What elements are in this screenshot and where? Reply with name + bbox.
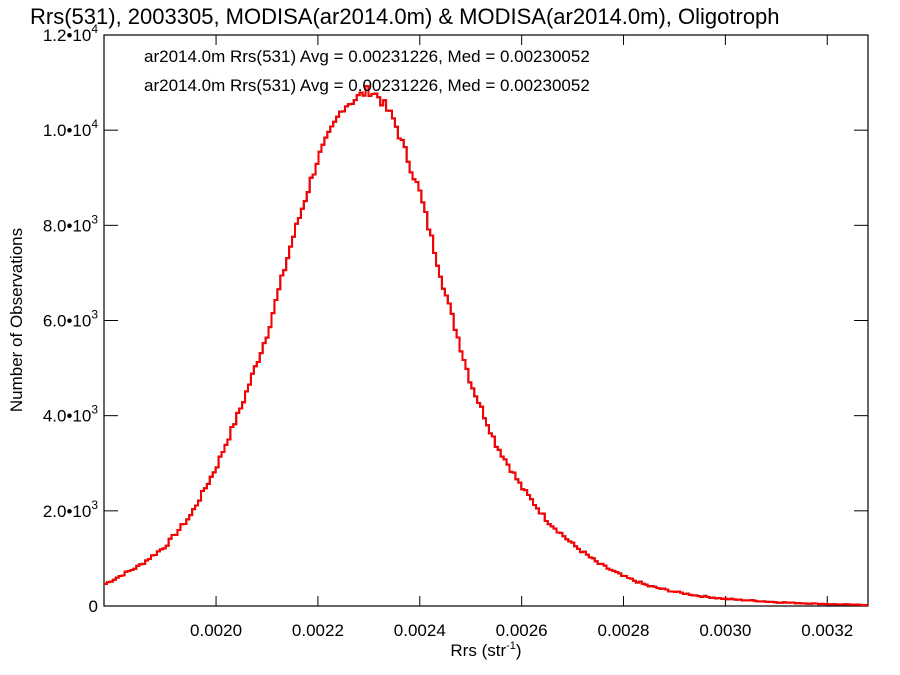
y-tick-base: 6.0•10 (43, 312, 92, 331)
x-tick-label: 0.0020 (190, 621, 242, 640)
y-tick-label: 1.2•104 (43, 22, 99, 45)
y-tick-label: 4.0•103 (43, 403, 99, 426)
series-line-1 (104, 85, 868, 607)
legend: ar2014.0m Rrs(531) Avg = 0.00231226, Med… (144, 47, 590, 95)
x-axis-ticks: 0.0020 0.0022 0.0024 0.0026 0.0028 0.0030 0.00… (190, 35, 853, 640)
y-tick-exponent: 3 (91, 498, 98, 512)
plot-frame (103, 34, 869, 607)
y-tick-label: 0 (89, 597, 98, 616)
y-tick-base: 0 (89, 597, 98, 616)
y-tick-base: 1.2•10 (43, 26, 92, 45)
x-tick-label: 0.0032 (801, 621, 853, 640)
y-tick-label: 1.0•104 (43, 117, 99, 140)
y-tick-exponent: 4 (91, 22, 98, 36)
y-tick-exponent: 3 (91, 212, 98, 226)
chart-title: Rrs(531), 2003305, MODISA(ar2014.0m) & M… (30, 4, 780, 29)
y-tick-exponent: 4 (91, 117, 98, 131)
y-tick-exponent: 3 (91, 308, 98, 322)
x-tick-label: 0.0024 (394, 621, 446, 640)
y-tick-base: 4.0•10 (43, 407, 92, 426)
x-axis-label: Rrs (str-1) (450, 640, 521, 660)
y-tick-base: 8.0•10 (43, 216, 92, 235)
y-tick-base: 1.0•10 (43, 121, 92, 140)
y-tick-exponent: 3 (91, 403, 98, 417)
x-tick-label: 0.0026 (496, 621, 548, 640)
y-tick-label: 2.0•103 (43, 498, 99, 521)
x-tick-label: 0.0030 (699, 621, 751, 640)
series-line-0 (104, 85, 868, 607)
legend-entry-black: ar2014.0m Rrs(531) Avg = 0.00231226, Med… (144, 47, 590, 66)
legend-entry-red: ar2014.0m Rrs(531) Avg = 0.00231226, Med… (144, 76, 590, 95)
y-tick-base: 2.0•10 (43, 502, 92, 521)
y-axis-ticks: 02.0•1034.0•1036.0•1038.0•1031.0•1041.2•… (43, 22, 868, 616)
y-tick-label: 6.0•103 (43, 308, 99, 331)
x-tick-label: 0.0022 (292, 621, 344, 640)
series-layer (104, 85, 868, 607)
y-axis-label: Number of Observations (7, 228, 26, 412)
y-tick-label: 8.0•103 (43, 212, 99, 235)
x-tick-label: 0.0028 (598, 621, 650, 640)
